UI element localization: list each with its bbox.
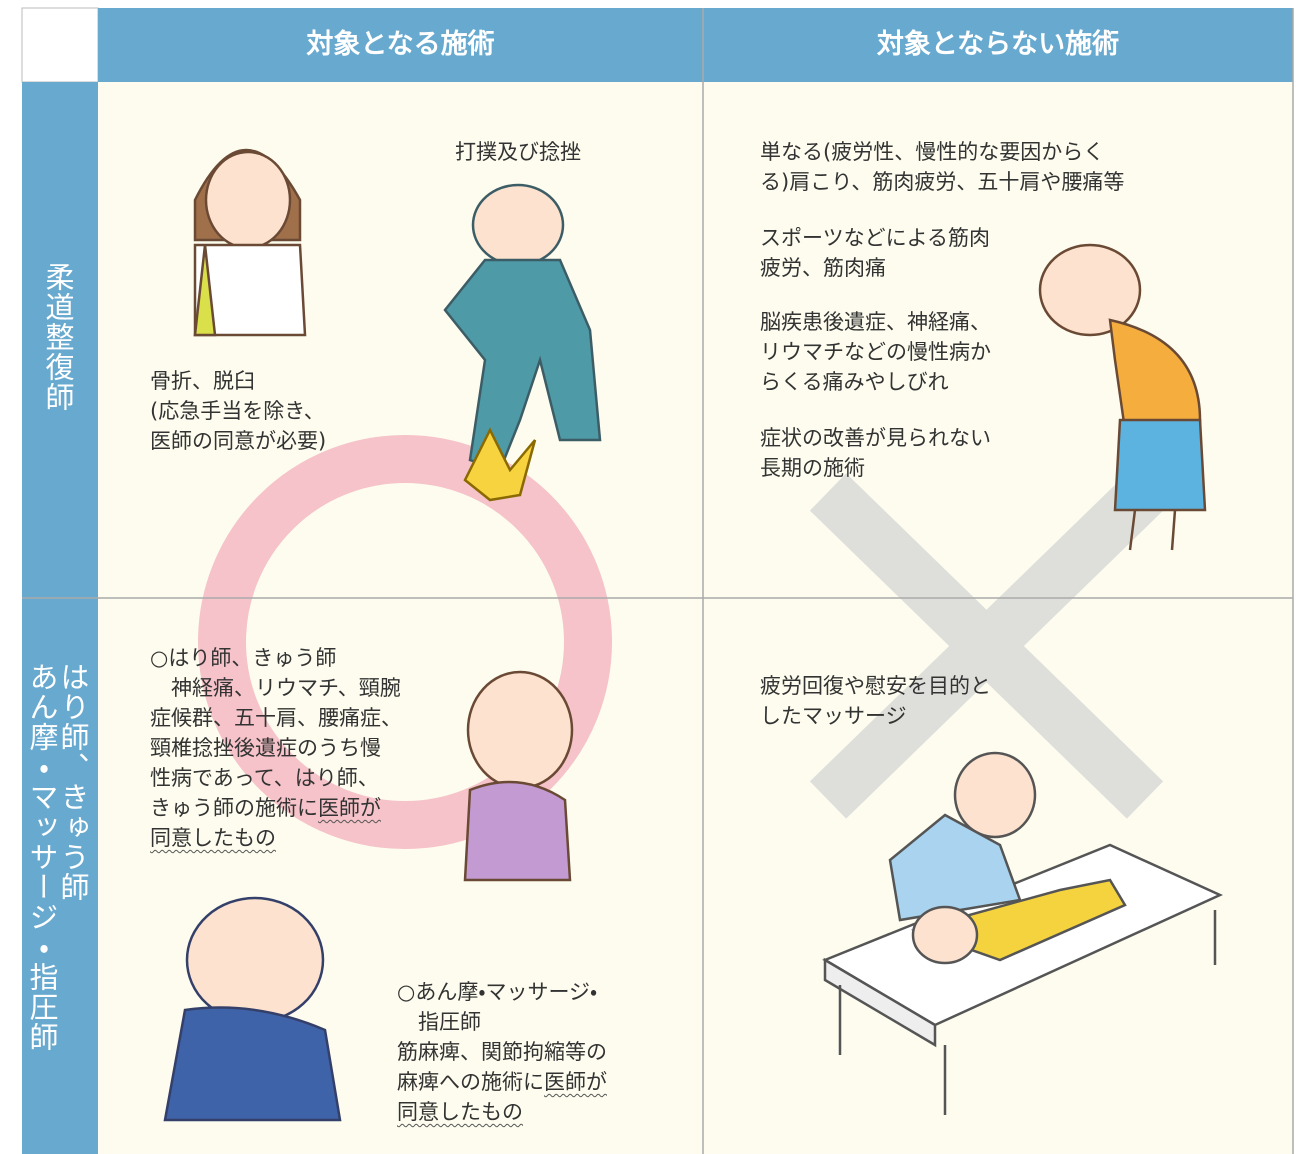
description-line: 単なる(疲労性、慢性的な要因からく [760, 140, 1105, 164]
description: 脳疾患後遺症、神経痛、 リウマチなどの慢性病か らくる痛みやしびれ [760, 307, 991, 397]
description-line: 医師の同意が必要) [150, 429, 327, 453]
description: 打撲及び捻挫 [455, 137, 581, 167]
description: ○あん摩・マッサージ・ 指圧師 筋麻痺、関節拘縮等の 麻痺への施術に医師が 同意したも… [397, 977, 607, 1127]
description: スポーツなどによる筋肉 疲労、筋肉痛 [760, 223, 990, 283]
description-line: 脳疾患後遺症、神経痛、 [760, 310, 991, 334]
description: 症状の改善が見られない 長期の施術 [760, 423, 991, 483]
description-line: リウマチなどの慢性病か [760, 340, 991, 364]
description-line: スポーツなどによる筋肉 [760, 226, 990, 250]
description-line: 神経痛、リウマチ、頸腕 [150, 676, 401, 700]
description-line: きゅう師の施術に医師が [150, 793, 402, 823]
description-line: 同意したもの [397, 1097, 607, 1127]
column-header: 対象とならない施術 [876, 29, 1120, 60]
figure-massage [822, 751, 1224, 1115]
cross-mark [809, 473, 1164, 819]
description-line: る)肩こり、筋肉疲労、五十肩や腰痛等 [760, 170, 1125, 194]
row-label: 柔道整復師 [41, 262, 75, 412]
underlined-text: 同意したもの [397, 1100, 523, 1124]
description-line: 同意したもの [150, 823, 402, 853]
description-line: 麻痺への施術に医師が [397, 1067, 607, 1097]
row-label-line: はり師、きゅう師 [56, 662, 90, 902]
circle-mark [198, 435, 612, 849]
description-line: 疲労回復や慰安を目的と [760, 674, 991, 698]
description: ○はり師、きゅう師 神経痛、リウマチ、頸腕 症候群、五十肩、腰痛症、 頸椎捻挫後遺症… [150, 643, 402, 853]
description: 疲労回復や慰安を目的と したマッサージ [760, 671, 991, 731]
description-line: 長期の施術 [760, 456, 865, 480]
text: きゅう師の施術に [150, 796, 318, 820]
column-header: 対象となる施術 [306, 29, 495, 60]
text: 麻痺への施術に [397, 1070, 544, 1094]
underlined-text: 医師が [544, 1070, 607, 1094]
description: 単なる(疲労性、慢性的な要因からく る)肩こり、筋肉疲労、五十肩や腰痛等 [760, 137, 1124, 197]
underlined-text: 医師が [318, 796, 381, 820]
description-line: 指圧師 [397, 1010, 481, 1034]
row-label-line: あん摩・マッサージ・指圧師 [25, 662, 59, 1052]
description-line: 疲労、筋肉痛 [760, 256, 886, 280]
figure-arm-sling [193, 148, 307, 337]
figure-paralysis [163, 896, 342, 1122]
description-line: 打撲及び捻挫 [455, 140, 581, 164]
figure-sprain [443, 183, 602, 502]
description-line: ○あん摩・マッサージ・ [397, 980, 598, 1004]
description-line: 筋麻痺、関節拘縮等の [397, 1040, 607, 1064]
header-band [98, 8, 1293, 82]
row-label: はり師、きゅう師 あん摩・マッサージ・指圧師 [25, 662, 90, 1052]
description-line: (応急手当を除き、 [150, 399, 325, 423]
description: 骨折、脱臼 (応急手当を除き、 医師の同意が必要) [150, 366, 326, 456]
row-label-line: 柔道整復師 [41, 262, 75, 412]
description-line: 症状の改善が見られない [760, 426, 991, 450]
description-line: 症候群、五十肩、腰痛症、 [150, 706, 402, 730]
description-line: したマッサージ [760, 704, 907, 728]
row-label-band [22, 82, 98, 1154]
description-line: らくる痛みやしびれ [760, 370, 949, 394]
underlined-text: 同意したもの [150, 826, 276, 850]
description-line: 性病であって、はり師、 [150, 766, 379, 790]
figure-neckpain [463, 670, 574, 882]
description-line: 頸椎捻挫後遺症のうち慢 [150, 736, 381, 760]
figure-backpain [1038, 243, 1207, 551]
description-line: 骨折、脱臼 [150, 369, 255, 393]
description-line: ○はり師、きゅう師 [150, 646, 337, 670]
corner-cell [21, 7, 99, 83]
